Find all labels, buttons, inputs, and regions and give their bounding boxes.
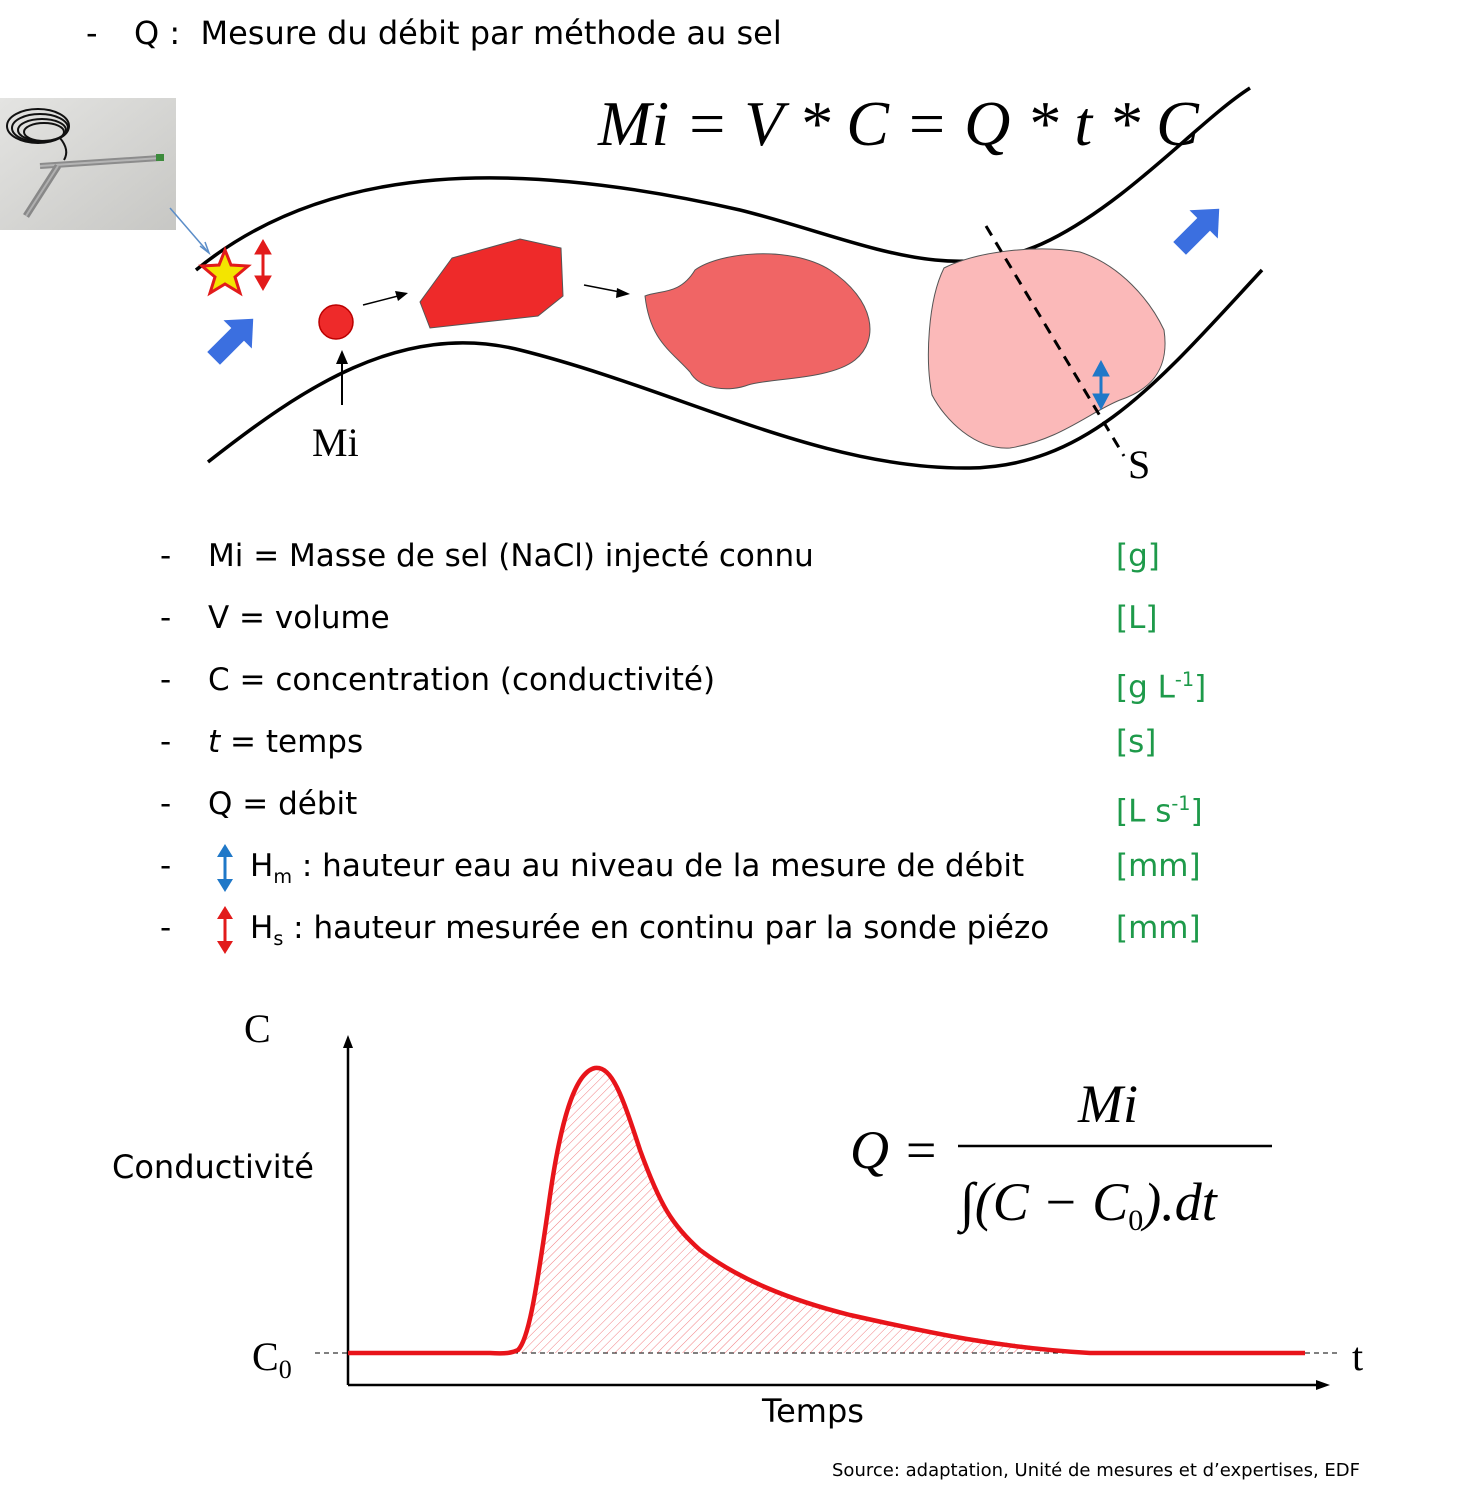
baseline-label: C0: [252, 1334, 292, 1384]
red-double-arrow-icon: [214, 906, 236, 954]
formula-q-denominator: ∫(C − C0).dt: [957, 1172, 1219, 1237]
blue-double-arrow-icon: [214, 844, 236, 892]
conductivity-graph: C t C0 Q = Mi ∫(C − C0).dt: [0, 1000, 1470, 1440]
y-axis-label: Conductivité: [112, 1148, 314, 1186]
formula-q-numerator: Mi: [1077, 1074, 1138, 1134]
star-icon: [202, 250, 248, 293]
label-section-s: S: [1128, 442, 1150, 487]
formula-q-lhs: Q =: [850, 1120, 939, 1180]
pointer-line: [170, 208, 208, 252]
flow-arrow-icon: [1165, 195, 1233, 263]
flow-arrow-icon: [199, 305, 267, 373]
salt-plume-3: [928, 249, 1165, 448]
salt-plume-1: [420, 239, 563, 328]
x-axis-letter: t: [1352, 1334, 1363, 1379]
formula-mass-balance: Mi = V * C = Q * t * C: [597, 88, 1200, 159]
salt-injection-dot: [319, 305, 353, 339]
salt-plume-2: [645, 254, 870, 389]
label-mi: Mi: [312, 420, 359, 465]
source-note: Source: adaptation, Unité de mesures et …: [832, 1460, 1360, 1481]
salt-dilution-diagram: Mi = V * C = Q * t * C Mi S: [0, 0, 1470, 500]
x-axis-label: Temps: [762, 1392, 864, 1430]
hs-double-arrow-icon: [255, 240, 271, 290]
y-axis-letter: C: [244, 1006, 271, 1051]
